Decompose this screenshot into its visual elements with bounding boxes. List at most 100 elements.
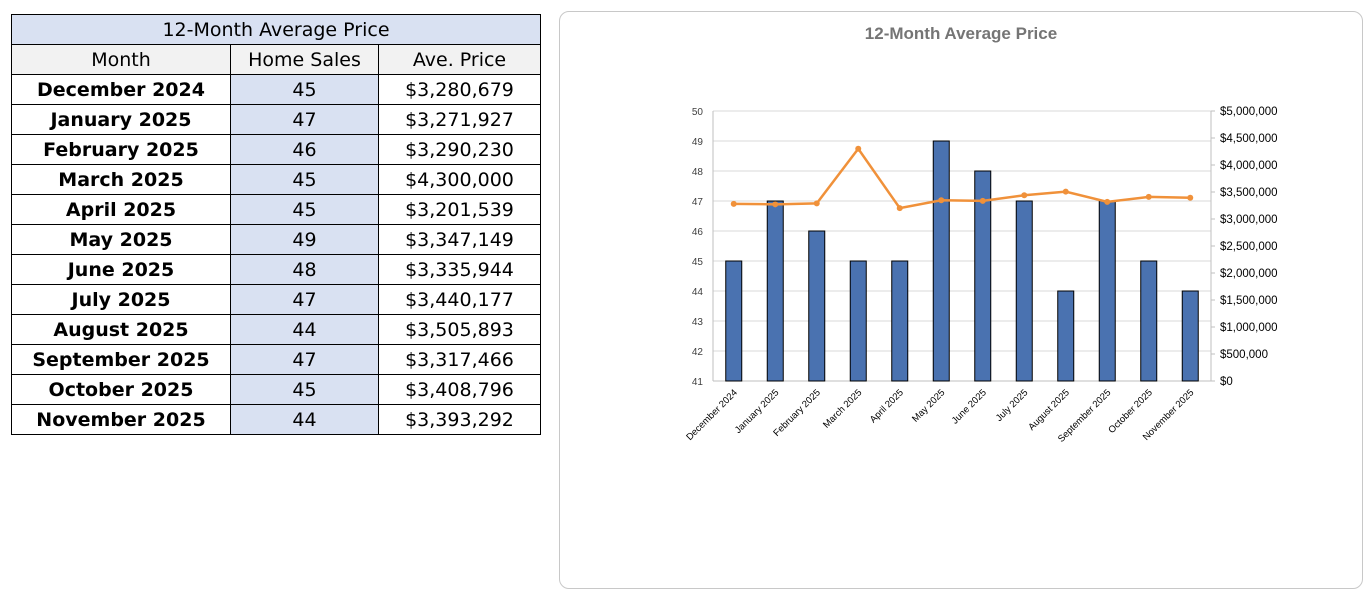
table-cell: $3,201,539 (378, 194, 541, 225)
table-row: April 2025 45 $3,201,539 (11, 194, 541, 225)
y-tick-label: 47 (692, 197, 704, 208)
x-tick-label: March 2025 (821, 387, 864, 430)
table-cell: 44 (230, 314, 379, 345)
table-cell: $3,393,292 (378, 404, 541, 435)
price-line (733, 146, 1191, 210)
y2-tick-label: $2,500,000 (1220, 241, 1278, 253)
table-cell: 45 (230, 194, 379, 225)
table-title: 12-Month Average Price (11, 14, 541, 45)
table-cell: February 2025 (11, 134, 231, 165)
bar (932, 140, 950, 382)
y2-tick-label: $2,000,000 (1220, 268, 1278, 280)
x-tick-label: July 2025 (994, 387, 1031, 424)
y-tick-label: 49 (692, 137, 704, 148)
table-cell: $3,317,466 (378, 344, 541, 375)
table-row: November 2025 44 $3,393,292 (11, 404, 541, 435)
price-point (772, 201, 779, 208)
table-cell: 45 (230, 164, 379, 195)
y2-tick-label: $1,000,000 (1220, 322, 1278, 334)
y2-tick-label: $4,000,000 (1220, 160, 1278, 172)
table-cell: $3,347,149 (378, 224, 541, 255)
price-point (979, 197, 986, 204)
table-cell: $3,505,893 (378, 314, 541, 345)
table-cell: 47 (230, 284, 379, 315)
y-tick-label: 44 (692, 287, 704, 298)
price-point (1062, 188, 1069, 195)
x-tick-label: December 2024 (684, 387, 740, 443)
price-point (1187, 194, 1194, 201)
y2-tick-label: $4,500,000 (1220, 133, 1278, 145)
y2-tick-label: $500,000 (1220, 349, 1268, 361)
price-point (1145, 193, 1152, 200)
table-cell: 47 (230, 344, 379, 375)
table-row: January 2025 47 $3,271,927 (11, 104, 541, 135)
table-cell: November 2025 (11, 404, 231, 435)
price-point (855, 145, 862, 152)
table-row: March 2025 45 $4,300,000 (11, 164, 541, 195)
price-point (813, 200, 820, 207)
table-cell: 46 (230, 134, 379, 165)
y-tick-label: 42 (692, 347, 704, 358)
table-cell: December 2024 (11, 74, 231, 105)
table-row: June 2025 48 $3,335,944 (11, 254, 541, 285)
table-cell: September 2025 (11, 344, 231, 375)
table-cell: April 2025 (11, 194, 231, 225)
y-tick-label: 45 (692, 257, 704, 268)
x-tick-label: August 2025 (1026, 387, 1072, 433)
y-tick-label: 48 (692, 167, 704, 178)
table-cell: $3,335,944 (378, 254, 541, 285)
y2-tick-label: $5,000,000 (1220, 106, 1278, 118)
bar (974, 170, 992, 382)
table-cell: October 2025 (11, 374, 231, 405)
y-tick-label: 50 (692, 107, 704, 118)
table-cell: March 2025 (11, 164, 231, 195)
table-cell: 44 (230, 404, 379, 435)
y-tick-label: 43 (692, 317, 704, 328)
table-cell: January 2025 (11, 104, 231, 135)
price-point (1021, 192, 1028, 199)
table-cell: July 2025 (11, 284, 231, 315)
table-cell: $3,271,927 (378, 104, 541, 135)
table-row: December 2024 45 $3,280,679 (11, 74, 541, 105)
column-header: Month (11, 44, 231, 75)
y-tick-label: 46 (692, 227, 704, 238)
chart-title: 12-Month Average Price (864, 24, 1058, 43)
price-point (1104, 198, 1111, 205)
chart-container: 12-Month Average Price 41 42 43 44 45 46 47 48 4… (559, 11, 1363, 589)
table-cell: May 2025 (11, 224, 231, 255)
price-point (938, 197, 945, 204)
bar (725, 260, 743, 382)
table-row: August 2025 44 $3,505,893 (11, 314, 541, 345)
bar (1098, 200, 1116, 382)
bar (891, 260, 909, 382)
table-cell: $3,440,177 (378, 284, 541, 315)
table-cell: 48 (230, 254, 379, 285)
bar (1181, 290, 1199, 382)
price-table: 12-Month Average Price Month Home Sales Ave… (11, 14, 541, 435)
table-cell: $3,280,679 (378, 74, 541, 105)
bar (1015, 200, 1033, 382)
column-header: Home Sales (230, 44, 379, 75)
table-row: September 2025 47 $3,317,466 (11, 344, 541, 375)
y2-tick-label: $0 (1220, 376, 1233, 388)
table-row: July 2025 47 $3,440,177 (11, 284, 541, 315)
table-cell: 47 (230, 104, 379, 135)
bar (766, 200, 784, 382)
bar (808, 230, 826, 382)
bar (849, 260, 867, 382)
table-cell: $3,408,796 (378, 374, 541, 405)
table-row: October 2025 45 $3,408,796 (11, 374, 541, 405)
table-cell: $4,300,000 (378, 164, 541, 195)
combo-chart: 41 42 43 44 45 46 47 48 49 50 $0 $500,000 $1,000,000… (684, 106, 1278, 445)
y2-tick-label: $3,000,000 (1220, 214, 1278, 226)
table-row: May 2025 49 $3,347,149 (11, 224, 541, 255)
y2-tick-label: $3,500,000 (1220, 187, 1278, 199)
x-tick-label: April 2025 (868, 387, 906, 425)
y2-tick-label: $1,500,000 (1220, 295, 1278, 307)
bar (1057, 290, 1075, 382)
bar (1140, 260, 1158, 382)
x-tick-label: May 2025 (910, 387, 947, 424)
table-cell: 45 (230, 74, 379, 105)
price-point (896, 205, 903, 212)
table-cell: 49 (230, 224, 379, 255)
